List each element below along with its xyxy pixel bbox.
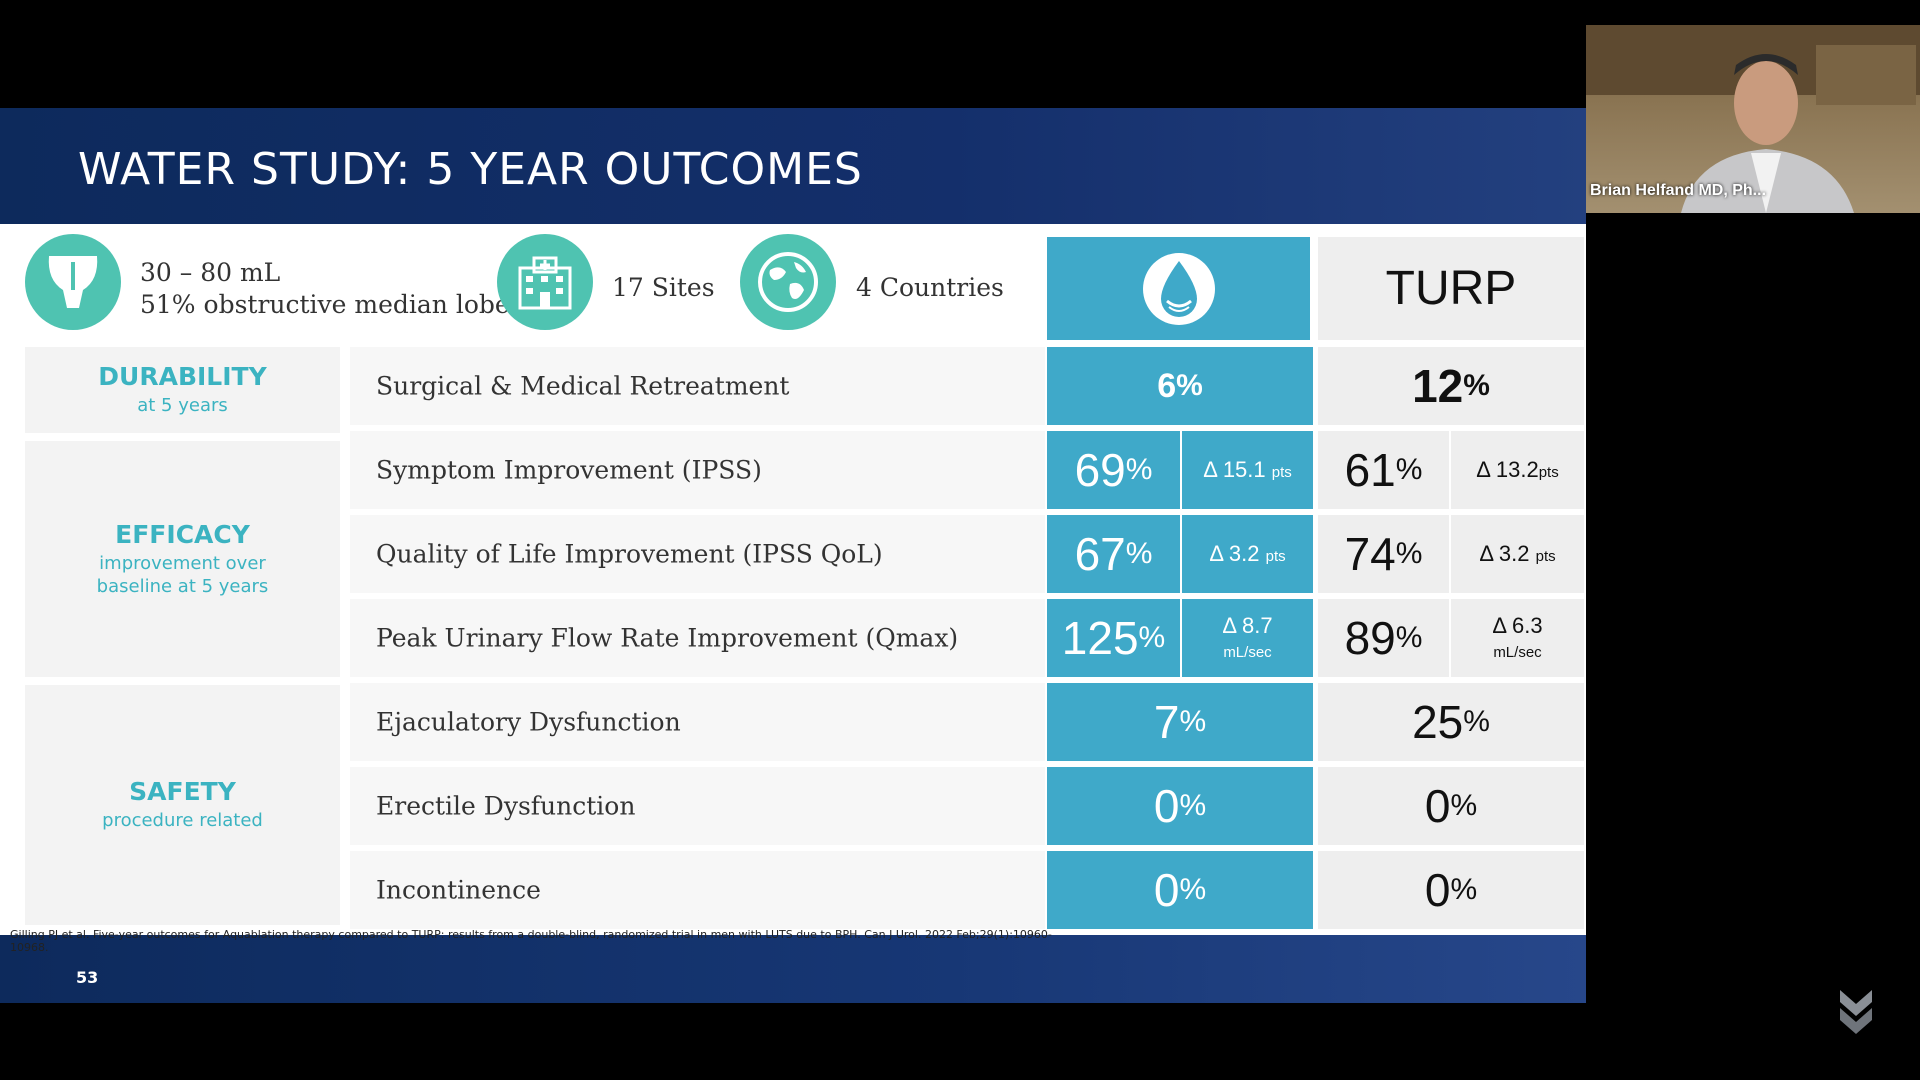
app-logo-icon (1840, 990, 1872, 1034)
volume-line-1: 30 – 80 mL (140, 258, 281, 287)
sites-count: 17 Sites (612, 273, 715, 302)
row-label: Surgical & Medical Retreatment (350, 347, 1045, 425)
durability-subtitle: at 5 years (137, 395, 228, 417)
water-drop-icon (1142, 252, 1215, 325)
safety-title: SAFETY (129, 777, 236, 807)
aquablation-value: 7% (1047, 683, 1313, 761)
turp-value: 25% (1318, 683, 1584, 761)
turp-delta: Δ 13.2pts (1451, 431, 1584, 509)
prostate-icon (25, 234, 121, 330)
row-label: Ejaculatory Dysfunction (350, 683, 1045, 761)
aquablation-delta: Δ 3.2 pts (1182, 515, 1313, 593)
turp-value: 89% (1318, 599, 1449, 677)
category-safety: SAFETY procedure related (25, 685, 340, 925)
efficacy-title: EFFICACY (115, 520, 250, 549)
row-label: Quality of Life Improvement (IPSS QoL) (350, 515, 1045, 593)
slide-footer (0, 935, 1586, 1003)
row-label: Incontinence (350, 851, 1045, 929)
presentation-slide: WATER STUDY: 5 YEAR OUTCOMES 30 – 80 mL … (0, 108, 1586, 1003)
aquablation-column-header (1047, 237, 1310, 340)
slide-title: WATER STUDY: 5 YEAR OUTCOMES (78, 144, 863, 195)
row-label: Symptom Improvement (IPSS) (350, 431, 1045, 509)
turp-delta: Δ 3.2 pts (1451, 515, 1584, 593)
turp-value: 61% (1318, 431, 1449, 509)
row-label: Erectile Dysfunction (350, 767, 1045, 845)
turp-value: 12% (1318, 347, 1584, 425)
turp-value: 0% (1318, 851, 1584, 929)
aquablation-value: 69% (1047, 431, 1180, 509)
participant-video (1586, 25, 1920, 213)
turp-column-header: TURP (1318, 237, 1584, 340)
turp-value: 0% (1318, 767, 1584, 845)
aquablation-value: 125% (1047, 599, 1180, 677)
aquablation-value: 0% (1047, 767, 1313, 845)
aquablation-value: 0% (1047, 851, 1313, 929)
durability-title: DURABILITY (98, 362, 267, 392)
row-label: Peak Urinary Flow Rate Improvement (Qmax… (350, 599, 1045, 677)
aquablation-delta: Δ 8.7 mL/sec (1182, 599, 1313, 677)
globe-icon (740, 234, 836, 330)
citation: Gilling PJ et al. Five-year outcomes for… (10, 928, 1052, 955)
countries-count: 4 Countries (856, 273, 1004, 302)
turp-value: 74% (1318, 515, 1449, 593)
slide-header: WATER STUDY: 5 YEAR OUTCOMES (0, 108, 1586, 224)
aquablation-delta: Δ 15.1 pts (1182, 431, 1313, 509)
turp-delta: Δ 6.3 mL/sec (1451, 599, 1584, 677)
aquablation-value: 6% (1047, 347, 1313, 425)
page-number: 53 (76, 968, 99, 987)
volume-line-2: 51% obstructive median lobe (140, 290, 510, 319)
category-durability: DURABILITY at 5 years (25, 347, 340, 433)
efficacy-subtitle-1: improvement over (99, 553, 266, 574)
safety-subtitle: procedure related (102, 810, 263, 832)
participant-video-tile[interactable] (1586, 25, 1920, 213)
hospital-icon (497, 234, 593, 330)
category-efficacy: EFFICACY improvement over baseline at 5 … (25, 441, 340, 677)
aquablation-value: 67% (1047, 515, 1180, 593)
participant-name: Brian Helfand MD, Ph... (1590, 182, 1767, 199)
efficacy-subtitle-2: baseline at 5 years (96, 575, 269, 597)
